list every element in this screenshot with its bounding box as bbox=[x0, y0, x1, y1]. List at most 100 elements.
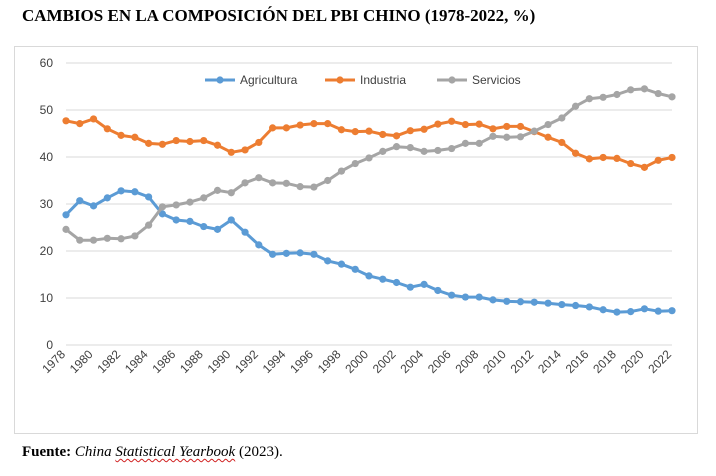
data-point-agricultura-1989 bbox=[213, 225, 222, 233]
data-point-industria-2016 bbox=[585, 155, 593, 163]
data-point-servicios-1995 bbox=[296, 183, 304, 191]
data-point-servicios-2010 bbox=[503, 133, 511, 141]
x-tick-label-1988: 1988 bbox=[177, 347, 206, 376]
data-point-servicios-1987 bbox=[186, 198, 194, 206]
data-point-agricultura-1995 bbox=[296, 249, 304, 257]
data-point-agricultura-2016 bbox=[585, 303, 593, 311]
data-point-agricultura-2021 bbox=[654, 307, 662, 315]
data-point-agricultura-1981 bbox=[103, 194, 111, 202]
data-point-servicios-1997 bbox=[324, 176, 332, 185]
data-point-industria-1984 bbox=[145, 139, 153, 147]
data-point-agricultura-1985 bbox=[158, 210, 167, 218]
data-point-servicios-2015 bbox=[571, 102, 580, 110]
data-point-servicios-1978 bbox=[62, 225, 70, 233]
data-point-agricultura-2003 bbox=[406, 283, 414, 291]
data-point-agricultura-1978 bbox=[62, 211, 70, 219]
data-point-industria-1989 bbox=[213, 141, 222, 149]
data-point-industria-2021 bbox=[654, 156, 662, 164]
x-tick-label-2006: 2006 bbox=[425, 347, 454, 376]
x-tick-label-1998: 1998 bbox=[315, 347, 344, 376]
data-point-agricultura-1984 bbox=[145, 193, 153, 201]
data-point-agricultura-1999 bbox=[351, 265, 359, 273]
data-point-servicios-2006 bbox=[448, 144, 456, 153]
data-point-industria-2017 bbox=[599, 153, 607, 162]
data-point-agricultura-2022 bbox=[668, 307, 676, 315]
data-point-agricultura-1994 bbox=[282, 249, 290, 257]
data-point-industria-2005 bbox=[434, 120, 442, 128]
x-tick-label-1978: 1978 bbox=[39, 347, 68, 376]
data-point-industria-2010 bbox=[503, 122, 511, 131]
data-point-servicios-1983 bbox=[131, 232, 139, 240]
data-point-agricultura-2019 bbox=[627, 308, 635, 316]
data-point-industria-1981 bbox=[103, 125, 111, 133]
data-point-industria-2013 bbox=[544, 133, 552, 141]
data-point-servicios-1981 bbox=[103, 234, 111, 242]
data-point-industria-2002 bbox=[392, 132, 401, 140]
data-point-servicios-2013 bbox=[544, 120, 552, 129]
data-point-agricultura-1980 bbox=[89, 202, 98, 210]
data-point-servicios-2007 bbox=[461, 139, 470, 147]
x-tick-label-1982: 1982 bbox=[94, 347, 123, 376]
x-tick-label-1996: 1996 bbox=[287, 347, 316, 376]
data-point-servicios-1986 bbox=[172, 201, 180, 209]
data-point-servicios-1990 bbox=[227, 189, 235, 197]
x-tick-label-1984: 1984 bbox=[122, 347, 151, 376]
y-tick-label-20: 20 bbox=[40, 244, 54, 258]
data-point-industria-2022 bbox=[668, 153, 676, 162]
data-point-agricultura-1997 bbox=[324, 257, 332, 265]
data-point-agricultura-1990 bbox=[227, 216, 235, 224]
legend-label-industria: Industria bbox=[360, 73, 406, 87]
data-point-servicios-1999 bbox=[351, 159, 359, 168]
data-point-agricultura-1988 bbox=[200, 222, 208, 231]
data-point-agricultura-1991 bbox=[241, 228, 249, 236]
data-point-agricultura-2013 bbox=[544, 299, 552, 307]
legend-marker-industria bbox=[336, 76, 344, 84]
data-point-industria-2003 bbox=[406, 127, 414, 135]
legend-label-servicios: Servicios bbox=[472, 73, 521, 87]
data-point-servicios-1991 bbox=[241, 179, 249, 187]
data-point-servicios-2014 bbox=[558, 114, 566, 122]
data-point-agricultura-2002 bbox=[392, 278, 401, 287]
y-tick-label-0: 0 bbox=[46, 338, 53, 352]
data-point-agricultura-1996 bbox=[310, 250, 318, 258]
data-point-industria-2011 bbox=[516, 122, 525, 131]
source-note: Fuente: China Statistical Yearbook (2023… bbox=[22, 444, 283, 461]
data-point-agricultura-1982 bbox=[117, 187, 125, 195]
chart-container: 0 10 20 30 40 50 60 1978 1980 1982 1984 1986 1988 199… bbox=[14, 46, 698, 434]
data-point-industria-1991 bbox=[241, 146, 249, 154]
data-point-industria-1986 bbox=[172, 136, 180, 145]
data-point-industria-1978 bbox=[62, 117, 70, 125]
data-point-industria-1999 bbox=[351, 128, 359, 136]
source-label: Fuente: bbox=[22, 444, 72, 460]
x-tick-label-2012: 2012 bbox=[508, 347, 537, 376]
x-tick-label-1980: 1980 bbox=[67, 347, 96, 376]
data-point-agricultura-2001 bbox=[379, 275, 387, 283]
data-point-industria-2015 bbox=[571, 149, 580, 157]
data-point-agricultura-1993 bbox=[268, 250, 277, 258]
data-point-industria-1997 bbox=[324, 120, 332, 128]
source-suffix: (2023). bbox=[235, 444, 283, 460]
x-tick-label-1990: 1990 bbox=[205, 347, 234, 376]
data-point-agricultura-2020 bbox=[640, 305, 649, 313]
data-point-servicios-1998 bbox=[337, 167, 346, 175]
data-point-servicios-2019 bbox=[627, 86, 635, 94]
x-tick-label-2010: 2010 bbox=[480, 347, 509, 376]
data-point-industria-2004 bbox=[420, 125, 428, 133]
legend-marker-agricultura bbox=[216, 76, 224, 84]
x-tick-label-2000: 2000 bbox=[342, 347, 371, 376]
data-point-industria-1982 bbox=[117, 131, 125, 139]
source-title: China Statistical Yearbook bbox=[75, 444, 235, 460]
data-point-industria-1979 bbox=[76, 120, 84, 128]
data-point-servicios-1984 bbox=[145, 221, 153, 229]
data-point-industria-1987 bbox=[186, 137, 194, 146]
data-point-agricultura-2004 bbox=[420, 280, 428, 288]
x-tick-label-2018: 2018 bbox=[590, 347, 619, 376]
y-tick-label-10: 10 bbox=[40, 291, 54, 305]
data-point-agricultura-2014 bbox=[558, 300, 566, 309]
data-point-agricultura-2008 bbox=[475, 293, 483, 301]
data-point-agricultura-2015 bbox=[571, 301, 580, 310]
data-point-servicios-1989 bbox=[213, 186, 222, 194]
data-point-servicios-2020 bbox=[640, 85, 649, 93]
x-tick-label-1986: 1986 bbox=[150, 347, 179, 376]
data-point-servicios-2001 bbox=[379, 147, 387, 155]
